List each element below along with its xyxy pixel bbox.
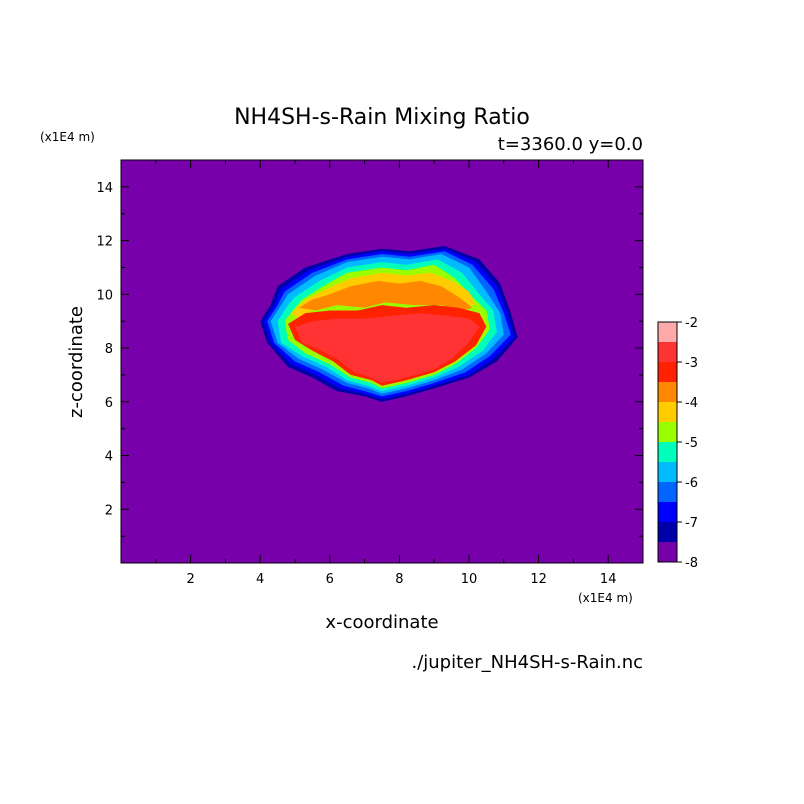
plot-area: [120, 159, 644, 564]
y-tick-label: 4: [105, 450, 113, 465]
colorbar: -2 -3 -4 -5 -6 -7 -8: [657, 316, 698, 571]
x-tick-label: 2: [186, 572, 194, 587]
colorbar-swatch: [658, 462, 677, 483]
colorbar-swatch: [658, 502, 677, 523]
y-tick-label: 12: [96, 235, 113, 250]
x-axis: 2 4 6 8 10 12 14: [155, 160, 617, 587]
colorbar-tick-label: -3: [685, 356, 698, 371]
y-axis-label: z-coordinate: [66, 306, 87, 418]
y-tick-label: 14: [96, 181, 113, 196]
y-unit-label: (x1E4 m): [40, 130, 95, 144]
x-tick-label: 4: [256, 572, 264, 587]
chart-subtitle: t=3360.0 y=0.0: [498, 134, 643, 155]
x-unit-label: (x1E4 m): [578, 591, 633, 605]
contour-fill-level-9: [295, 313, 480, 383]
colorbar-swatch: [658, 542, 677, 563]
y-tick-label: 10: [96, 288, 113, 303]
x-tick-label: 12: [530, 572, 547, 587]
x-axis-label: x-coordinate: [325, 612, 438, 633]
colorbar-tick-label: -8: [685, 556, 698, 571]
colorbar-swatch: [658, 442, 677, 463]
colorbar-swatch: [658, 382, 677, 403]
colorbar-tick-label: -5: [685, 436, 698, 451]
contour-fill-level-7: [298, 280, 473, 311]
y-tick-label: 2: [105, 503, 113, 518]
colorbar-tick-label: -4: [685, 396, 698, 411]
colorbar-tick-label: -7: [685, 516, 698, 531]
colorbar-swatch: [658, 522, 677, 543]
colorbar-swatch: [658, 362, 677, 383]
chart-title: NH4SH-s-Rain Mixing Ratio: [234, 105, 530, 130]
x-tick-label: 10: [461, 572, 478, 587]
colorbar-swatch: [658, 322, 677, 343]
x-tick-label: 14: [600, 572, 617, 587]
source-file-label: ./jupiter_NH4SH-s-Rain.nc: [411, 652, 643, 673]
colorbar-swatch: [658, 422, 677, 443]
colorbar-swatch: [658, 402, 677, 423]
x-tick-label: 8: [395, 572, 403, 587]
x-tick-label: 6: [326, 572, 334, 587]
y-axis: 2 4 6 8 10 12 14: [96, 181, 643, 537]
colorbar-swatch: [658, 342, 677, 363]
plot-frame: [120, 159, 644, 564]
colorbar-swatch: [658, 482, 677, 503]
y-tick-label: 8: [105, 342, 113, 357]
colorbar-tick-label: -6: [685, 476, 698, 491]
colorbar-tick-label: -2: [685, 316, 698, 331]
y-tick-label: 6: [105, 396, 113, 411]
